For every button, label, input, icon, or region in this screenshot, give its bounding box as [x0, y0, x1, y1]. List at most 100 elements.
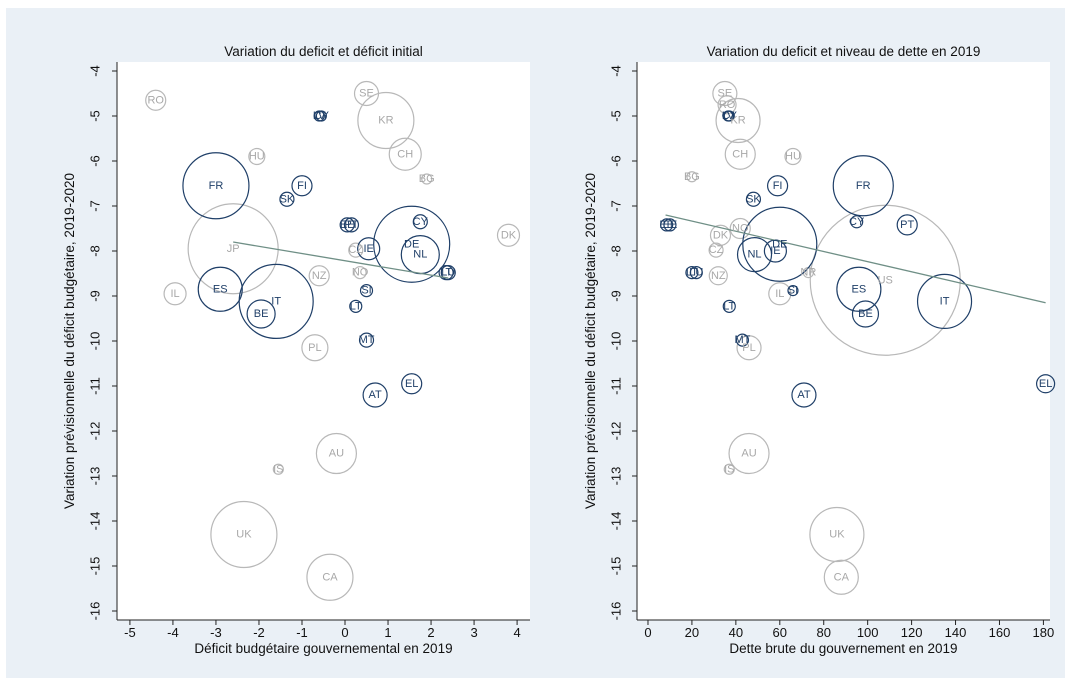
data-point-bubble [723, 110, 735, 122]
data-point-bubble [722, 299, 736, 313]
data-point-bubble [279, 191, 295, 207]
data-point-bubble [735, 333, 750, 347]
data-point-bubble [339, 217, 355, 233]
data-point-label: IL [775, 288, 784, 300]
x-tick-label: -2 [253, 625, 265, 640]
y-tick-label: -7 [608, 200, 623, 212]
y-tick-label: -6 [87, 155, 102, 167]
x-tick-label: 0 [341, 625, 348, 640]
data-point-bubble [736, 237, 773, 273]
x-tick-label: 100 [857, 625, 879, 640]
x-tick-label: 80 [816, 625, 830, 640]
data-point-bubble [787, 285, 799, 297]
x-tick-label: 0 [644, 625, 651, 640]
data-point-label: EE [663, 219, 678, 231]
y-tick-label: -8 [87, 245, 102, 257]
data-point-bubble [736, 335, 762, 361]
data-point-bubble [301, 334, 329, 362]
data-point-label: AU [329, 448, 344, 460]
data-point-bubble [210, 500, 278, 569]
data-point-label: ES [213, 283, 228, 295]
x-tick-label: 2 [427, 625, 434, 640]
x-tick-label: 1 [384, 625, 391, 640]
y-axis-title: Variation prévisionnelle du déficit budg… [583, 173, 598, 509]
y-tick-label: -11 [87, 377, 102, 395]
data-point-bubble [238, 263, 314, 339]
data-point-label: EE [340, 219, 355, 231]
y-tick-label: -4 [608, 65, 623, 77]
y-tick-label: -4 [87, 65, 102, 77]
data-point-bubble [362, 382, 388, 408]
plot-area [637, 62, 1050, 620]
x-axis-title: Déficit budgétaire gouvernemental en 201… [194, 641, 452, 656]
data-point-label: IL [170, 288, 179, 300]
data-point-bubble [717, 95, 737, 115]
data-point-bubble [832, 155, 894, 217]
data-point-bubble [708, 242, 724, 258]
y-tick-label: -8 [608, 245, 623, 257]
y-tick-label: -13 [608, 467, 623, 486]
data-point-label: PT [344, 219, 358, 231]
data-point-label: IT [940, 295, 950, 307]
data-point-bubble [315, 432, 358, 475]
data-point-label: IS [724, 463, 734, 475]
data-point-label: NZ [711, 270, 726, 282]
data-point-bubble [916, 273, 973, 329]
data-point-label: KR [730, 115, 745, 127]
data-point-label: RO [147, 94, 164, 106]
data-point-bubble [291, 175, 313, 197]
data-point-bubble [248, 147, 266, 166]
data-point-label: FI [773, 180, 783, 192]
data-point-label: DE [772, 238, 787, 250]
x-tick-label: 60 [773, 625, 787, 640]
data-point-label: NL [413, 249, 427, 261]
data-point-label: AT [369, 389, 383, 401]
data-point-label: IT [271, 295, 281, 307]
data-point-label: NL [747, 249, 761, 261]
data-point-label: IE [363, 243, 373, 255]
data-point-label: CY [722, 110, 738, 122]
data-point-bubble [421, 173, 433, 185]
data-point-bubble [308, 265, 330, 287]
data-point-bubble [850, 215, 864, 229]
data-point-label: LV [722, 110, 735, 122]
data-point-label: RO [719, 99, 736, 111]
x-tick-label: 40 [729, 625, 743, 640]
data-point-label: SK [280, 193, 295, 205]
x-tick-label: 4 [513, 625, 520, 640]
data-point-label: LV [313, 110, 326, 122]
data-point-label: SI [788, 285, 798, 297]
data-point-label: CZ [348, 244, 363, 256]
data-point-bubble [784, 147, 802, 166]
data-point-bubble [768, 282, 792, 306]
data-point-bubble [836, 266, 882, 312]
data-point-bubble [809, 506, 865, 563]
data-point-label: BE [858, 308, 873, 320]
data-point-bubble [412, 214, 428, 230]
data-point-bubble [660, 218, 674, 232]
x-tick-label: -3 [210, 625, 222, 640]
data-point-label: PL [308, 342, 321, 354]
data-point-label: AT [797, 389, 811, 401]
data-point-bubble [197, 266, 243, 312]
data-point-label: PL [742, 342, 755, 354]
data-point-label: LT [440, 267, 452, 279]
data-point-label: IS [273, 463, 283, 475]
data-point-bubble [1036, 374, 1056, 394]
data-point-label: FI [297, 180, 307, 192]
data-point-bubble [348, 242, 364, 258]
data-point-bubble [715, 97, 761, 144]
y-tick-label: -11 [608, 377, 623, 395]
data-point-bubble [723, 463, 735, 475]
data-point-bubble [809, 204, 961, 356]
chart-title: Variation du deficit et déficit initial [224, 44, 423, 59]
data-point-bubble [401, 373, 423, 395]
data-point-bubble [353, 266, 367, 280]
y-tick-label: -5 [87, 110, 102, 122]
data-point-label: LT [350, 300, 362, 312]
y-tick-label: -13 [87, 467, 102, 486]
data-point-label: SE [359, 88, 374, 100]
data-point-bubble [689, 266, 703, 280]
data-point-label: DE [404, 238, 419, 250]
data-point-label: NR [800, 267, 816, 279]
